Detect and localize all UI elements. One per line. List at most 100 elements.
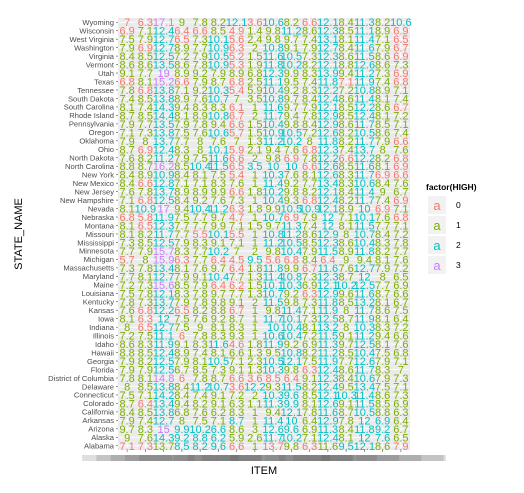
cell-label: 8.4 bbox=[174, 390, 189, 402]
cell-label: 1.3 bbox=[247, 348, 262, 360]
cell-label: 7.6 bbox=[119, 153, 134, 165]
cell-label: 8.2 bbox=[302, 381, 317, 393]
cell-label: 5.5 bbox=[192, 229, 207, 241]
cell-label: 8.6 bbox=[375, 441, 390, 453]
cell-label: 12.1 bbox=[317, 102, 338, 114]
cell-label: 7.9 bbox=[375, 373, 390, 385]
cell-label: 8.9 bbox=[174, 187, 189, 199]
y-tick-label: California bbox=[82, 408, 115, 417]
cell-label: 7.1 bbox=[393, 119, 408, 131]
cell-label: 7.9 bbox=[174, 153, 189, 165]
cell-label: 9.9 bbox=[211, 187, 226, 199]
cell-label: 7.3 bbox=[119, 263, 134, 275]
cell-labels: 7.1 7.3 13.7 8.5 8.2 9.6 6.6 1 13.7 9.8 6.3 11.6 9.5… bbox=[119, 17, 411, 453]
cell-label: 7.4 bbox=[302, 221, 317, 233]
cell-label: 10.6 bbox=[354, 373, 375, 385]
cell-label: 8.9 bbox=[138, 170, 153, 182]
cell-label: 11.7 bbox=[263, 314, 284, 326]
y-tick-label: Hawaii bbox=[91, 348, 114, 357]
cell-label: 2 bbox=[252, 297, 258, 309]
cell-label: 7.8 bbox=[138, 187, 153, 199]
cell-label: 6.4 bbox=[211, 254, 226, 266]
cell-label: 8.2 bbox=[138, 153, 153, 165]
cell-label: 11.9 bbox=[318, 305, 339, 317]
cell-label: 13.2 bbox=[354, 297, 375, 309]
cell-label: 9.7 bbox=[211, 212, 226, 224]
cell-label: 8 bbox=[142, 254, 148, 266]
cell-label: 8.6 bbox=[375, 127, 390, 139]
cell-label: 6.4 bbox=[174, 26, 189, 38]
cell-label: 8 bbox=[124, 381, 130, 393]
cell-label: 6.6 bbox=[211, 424, 226, 436]
legend-symbol: a bbox=[433, 258, 441, 273]
cell-label: 10.5 bbox=[262, 356, 283, 368]
cell-label: 8.3 bbox=[375, 365, 390, 377]
cell-label: 7.7 bbox=[375, 280, 390, 292]
cell-label: 10.6 bbox=[354, 178, 375, 190]
cell-label: 6.9 bbox=[284, 153, 299, 165]
cell-label: 12.3 bbox=[317, 51, 338, 63]
cell-label: 11.5 bbox=[281, 381, 302, 393]
cell-label: 6.8 bbox=[119, 77, 134, 89]
cell-label: 8.9 bbox=[174, 68, 189, 80]
cell-label: 6.8 bbox=[174, 407, 189, 419]
cell-label: 1.3 bbox=[247, 271, 262, 283]
cell-label: 11.6 bbox=[208, 153, 229, 165]
cell-label: 6.8 bbox=[393, 212, 408, 224]
cell-label: 7.1 bbox=[393, 356, 408, 368]
cell-label: 7.9 bbox=[375, 43, 390, 55]
cell-label: 12.6 bbox=[354, 60, 375, 72]
cell-label: 11.6 bbox=[318, 263, 339, 275]
cell-label: 10 bbox=[285, 161, 297, 173]
legend-symbol: a bbox=[433, 218, 441, 233]
cell-label: 9.9 bbox=[284, 263, 299, 275]
cell-label: 8.3 bbox=[211, 178, 226, 190]
cell-label: 7.9 bbox=[192, 51, 207, 63]
cell-label: 8.3 bbox=[211, 331, 226, 343]
cell-label: 9.9 bbox=[174, 424, 189, 436]
cell-label: 12.1 bbox=[317, 390, 338, 402]
cell-label: 1.4 bbox=[247, 26, 262, 38]
cell-label: 11.2 bbox=[354, 331, 375, 343]
cell-label: 8.6 bbox=[119, 60, 134, 72]
cell-label: 7.5 bbox=[211, 170, 226, 182]
cell-label: 10.8 bbox=[262, 43, 283, 55]
cell-label: 13.7 bbox=[354, 144, 375, 156]
cell-label: 10.5 bbox=[354, 407, 375, 419]
legend-symbol: a bbox=[433, 238, 441, 253]
cell-label: 10.5 bbox=[208, 356, 229, 368]
cell-label: 9.2 bbox=[192, 68, 207, 80]
cell-label: 7.6 bbox=[192, 407, 207, 419]
cell-label: 8.5 bbox=[138, 381, 153, 393]
cell-label: 6.4 bbox=[302, 415, 317, 427]
cell-label: 6.6 bbox=[174, 77, 189, 89]
cell-label: 8.7 bbox=[375, 288, 390, 300]
x-tick-label bbox=[264, 455, 355, 461]
cell-label: 7.1 bbox=[393, 85, 408, 97]
cell-label: 6.7 bbox=[229, 305, 244, 317]
cell-label: 7.2 bbox=[119, 331, 134, 343]
cell-label: 11.6 bbox=[318, 441, 339, 453]
cell-label: 7.8 bbox=[302, 407, 317, 419]
cell-label: 7.4 bbox=[375, 195, 390, 207]
cell-label: 10.5 bbox=[208, 51, 229, 63]
cell-label: 6.7 bbox=[229, 110, 244, 122]
cell-label: 11.9 bbox=[263, 339, 284, 351]
cell-label: 7.1 bbox=[229, 221, 244, 233]
cell-label: 7.9 bbox=[192, 280, 207, 292]
x-tick-label bbox=[355, 455, 446, 461]
cell-label: 8.8 bbox=[119, 161, 134, 173]
cell-label: 8.1 bbox=[338, 34, 353, 46]
cell-label: 7.3 bbox=[138, 297, 153, 309]
cell-label: 9.4 bbox=[211, 119, 226, 131]
cell-label: 8.7 bbox=[229, 415, 244, 427]
y-tick-label: Michigan bbox=[84, 255, 114, 264]
cell-label: 9.7 bbox=[284, 93, 299, 105]
cell-label: 8.2 bbox=[375, 17, 390, 29]
cell-label: 7.1 bbox=[119, 195, 134, 207]
cell-label: 12.7 bbox=[354, 263, 375, 275]
cell-label: 6.8 bbox=[393, 77, 408, 89]
cell-label: 7.1 bbox=[211, 415, 226, 427]
cell-label: 8.4 bbox=[119, 51, 134, 63]
